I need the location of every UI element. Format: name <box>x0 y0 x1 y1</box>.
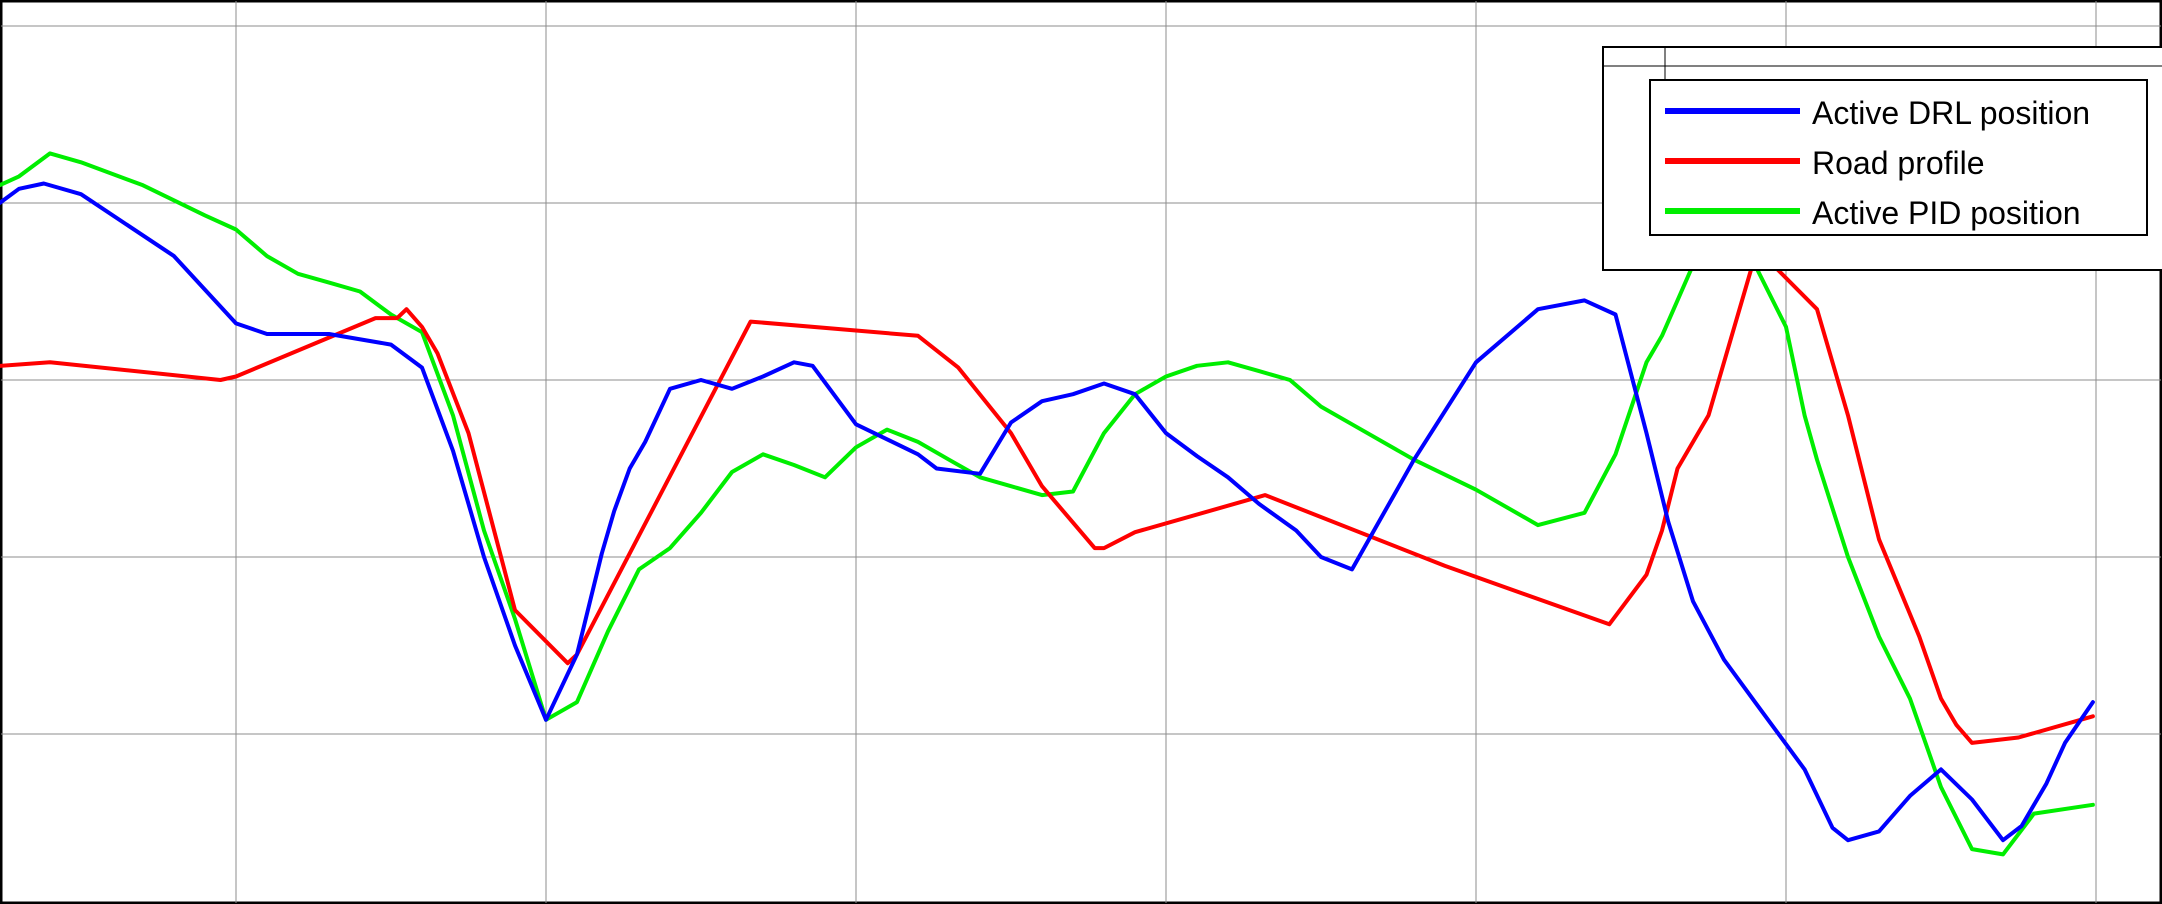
legend-label-road: Road profile <box>1812 145 1985 181</box>
series-line-active-drl-position <box>0 181 2095 843</box>
legend-label-drl: Active DRL position <box>1812 95 2090 131</box>
series-line-active-pid-position <box>0 151 2095 857</box>
legend: Active DRL position Road profile Active … <box>1602 46 2162 271</box>
legend-label-pid: Active PID position <box>1812 195 2081 231</box>
series-line-road-profile <box>0 254 2095 745</box>
series-lines <box>0 151 2095 857</box>
